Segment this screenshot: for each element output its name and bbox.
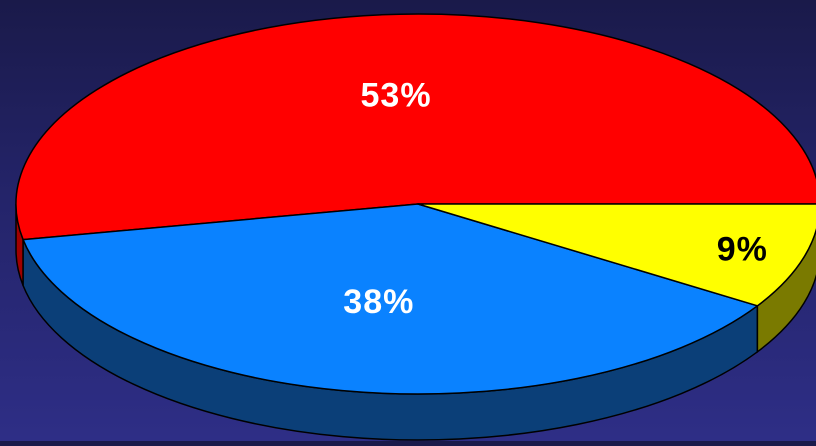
- pie-slice-2: [417, 203, 816, 307]
- pie-data-labels: 53% 38% 9%: [343, 76, 768, 321]
- pie-slice-0: [15, 13, 816, 241]
- pie-data-label-2: 9%: [717, 231, 768, 269]
- pie-data-label-0: 53%: [361, 76, 432, 114]
- pie-top-slices: [15, 13, 816, 395]
- pie-data-label-1: 38%: [343, 283, 414, 321]
